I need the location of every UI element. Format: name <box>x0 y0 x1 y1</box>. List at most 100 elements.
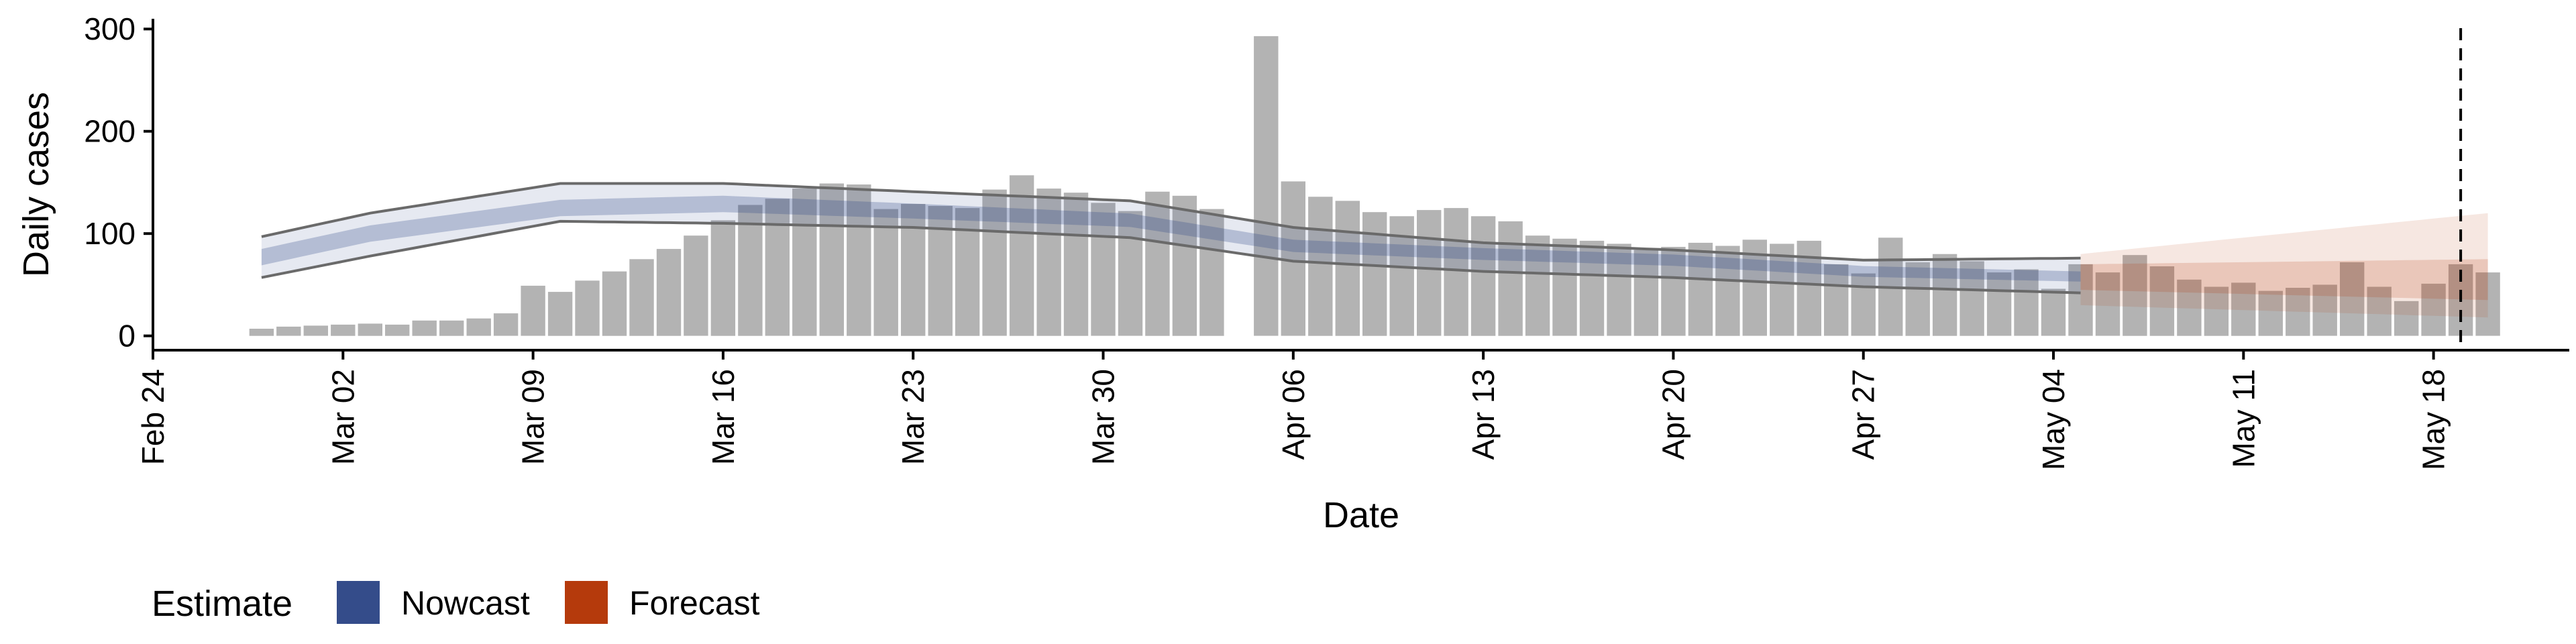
case-bar <box>1905 262 1930 336</box>
legend: Estimate Nowcast Forecast <box>152 581 760 624</box>
case-bar <box>1281 181 1305 336</box>
x-tick-label: Mar 09 <box>516 369 551 465</box>
case-bar <box>466 318 491 336</box>
case-bar <box>1335 201 1360 336</box>
case-bar <box>873 209 898 336</box>
case-bar <box>303 325 328 336</box>
case-bar <box>2286 288 2310 336</box>
legend-label-forecast: Forecast <box>629 584 760 622</box>
case-bar <box>358 323 382 336</box>
case-bar <box>276 326 301 336</box>
case-bar <box>2204 286 2229 336</box>
case-bar <box>982 189 1007 336</box>
nowcast-lower-bound-line <box>261 219 2081 294</box>
case-bar <box>1172 195 1197 336</box>
legend-swatch-forecast <box>565 581 608 624</box>
case-bar <box>575 280 600 336</box>
case-bar <box>2149 266 2175 336</box>
case-bar <box>738 205 763 336</box>
case-bar <box>1796 240 1821 336</box>
case-bar <box>2394 301 2419 336</box>
case-bar <box>1932 254 1957 336</box>
x-tick-label: Mar 23 <box>896 369 930 465</box>
x-tick-label: May 04 <box>2036 369 2071 470</box>
case-bar <box>2095 272 2121 336</box>
y-axis-title: Daily cases <box>16 92 56 277</box>
case-bar <box>1498 221 1523 336</box>
case-bar <box>1199 209 1224 336</box>
case-bar <box>1824 264 1849 336</box>
case-bar <box>2123 255 2147 336</box>
case-bar <box>1118 211 1143 336</box>
case-bar <box>2340 262 2365 336</box>
legend-label-nowcast: Nowcast <box>401 584 530 622</box>
case-bar <box>1036 189 1061 336</box>
lines-layer <box>261 182 2081 294</box>
case-bar <box>1770 244 1794 336</box>
case-bar <box>331 324 356 336</box>
case-bar <box>710 220 736 336</box>
case-bar <box>2475 272 2500 336</box>
case-bar <box>2367 286 2392 336</box>
y-tick-label: 300 <box>84 11 136 46</box>
x-tick-label: Feb 24 <box>136 369 170 465</box>
case-bar <box>2421 283 2446 336</box>
case-bar <box>2068 264 2093 336</box>
case-bar <box>847 184 871 336</box>
y-tick-label: 100 <box>84 216 136 251</box>
legend-swatch-nowcast <box>337 581 380 624</box>
case-bar <box>1063 193 1089 336</box>
x-tick-label: May 11 <box>2226 369 2261 468</box>
case-bar <box>656 249 682 336</box>
x-tick-label: Apr 06 <box>1276 369 1311 460</box>
case-bar <box>1986 272 2012 336</box>
case-bar <box>1715 246 1740 336</box>
case-bar <box>2231 282 2256 336</box>
case-bar <box>1470 216 1496 336</box>
case-bar <box>1009 175 1034 336</box>
case-bar <box>249 329 274 336</box>
case-bar <box>1362 212 1387 336</box>
x-tick-label: May 18 <box>2416 369 2451 470</box>
case-bar <box>792 189 817 336</box>
case-bar <box>1688 242 1713 336</box>
case-bar <box>1389 216 1414 336</box>
x-tick-label: Mar 30 <box>1086 369 1121 465</box>
case-bar <box>1525 235 1550 336</box>
bars-layer <box>249 36 2500 336</box>
case-bar <box>412 320 437 336</box>
bands-layer <box>261 183 2488 318</box>
case-bar <box>1254 36 1279 336</box>
case-bar <box>385 324 410 336</box>
case-bar <box>2177 279 2202 336</box>
x-tick-label: Apr 13 <box>1466 369 1501 460</box>
x-tick-label: Mar 16 <box>706 369 741 465</box>
case-bar <box>2014 269 2039 336</box>
y-tick-label: 0 <box>118 319 136 354</box>
case-bar <box>1960 261 1984 336</box>
case-bar <box>1308 197 1333 336</box>
case-bar <box>1145 191 1170 336</box>
case-bar <box>629 259 654 336</box>
case-bar <box>2312 284 2337 336</box>
case-bar <box>1417 210 1442 336</box>
case-bar <box>1851 273 1876 336</box>
case-bar <box>1091 203 1116 336</box>
case-bar <box>602 271 627 336</box>
case-bar <box>1444 208 1468 336</box>
nowcast-inner-band <box>261 195 2081 282</box>
case-bar <box>521 285 545 336</box>
case-bar <box>1607 244 1631 336</box>
x-tick-label: Apr 27 <box>1846 369 1881 460</box>
x-tick-label: Apr 20 <box>1656 369 1690 460</box>
case-bar <box>1552 238 1577 336</box>
axes-layer: 0 100 200 300 Feb 24 Mar 02 Mar 09 Mar 16 Mar 23… <box>84 11 2569 470</box>
x-axis-title: Date <box>1323 495 1399 535</box>
case-bar <box>1661 247 1686 336</box>
case-bar <box>819 183 844 336</box>
case-bar <box>765 199 790 336</box>
case-bar <box>439 320 464 336</box>
case-bar <box>684 235 708 336</box>
forecast-inner-band <box>2080 259 2488 301</box>
